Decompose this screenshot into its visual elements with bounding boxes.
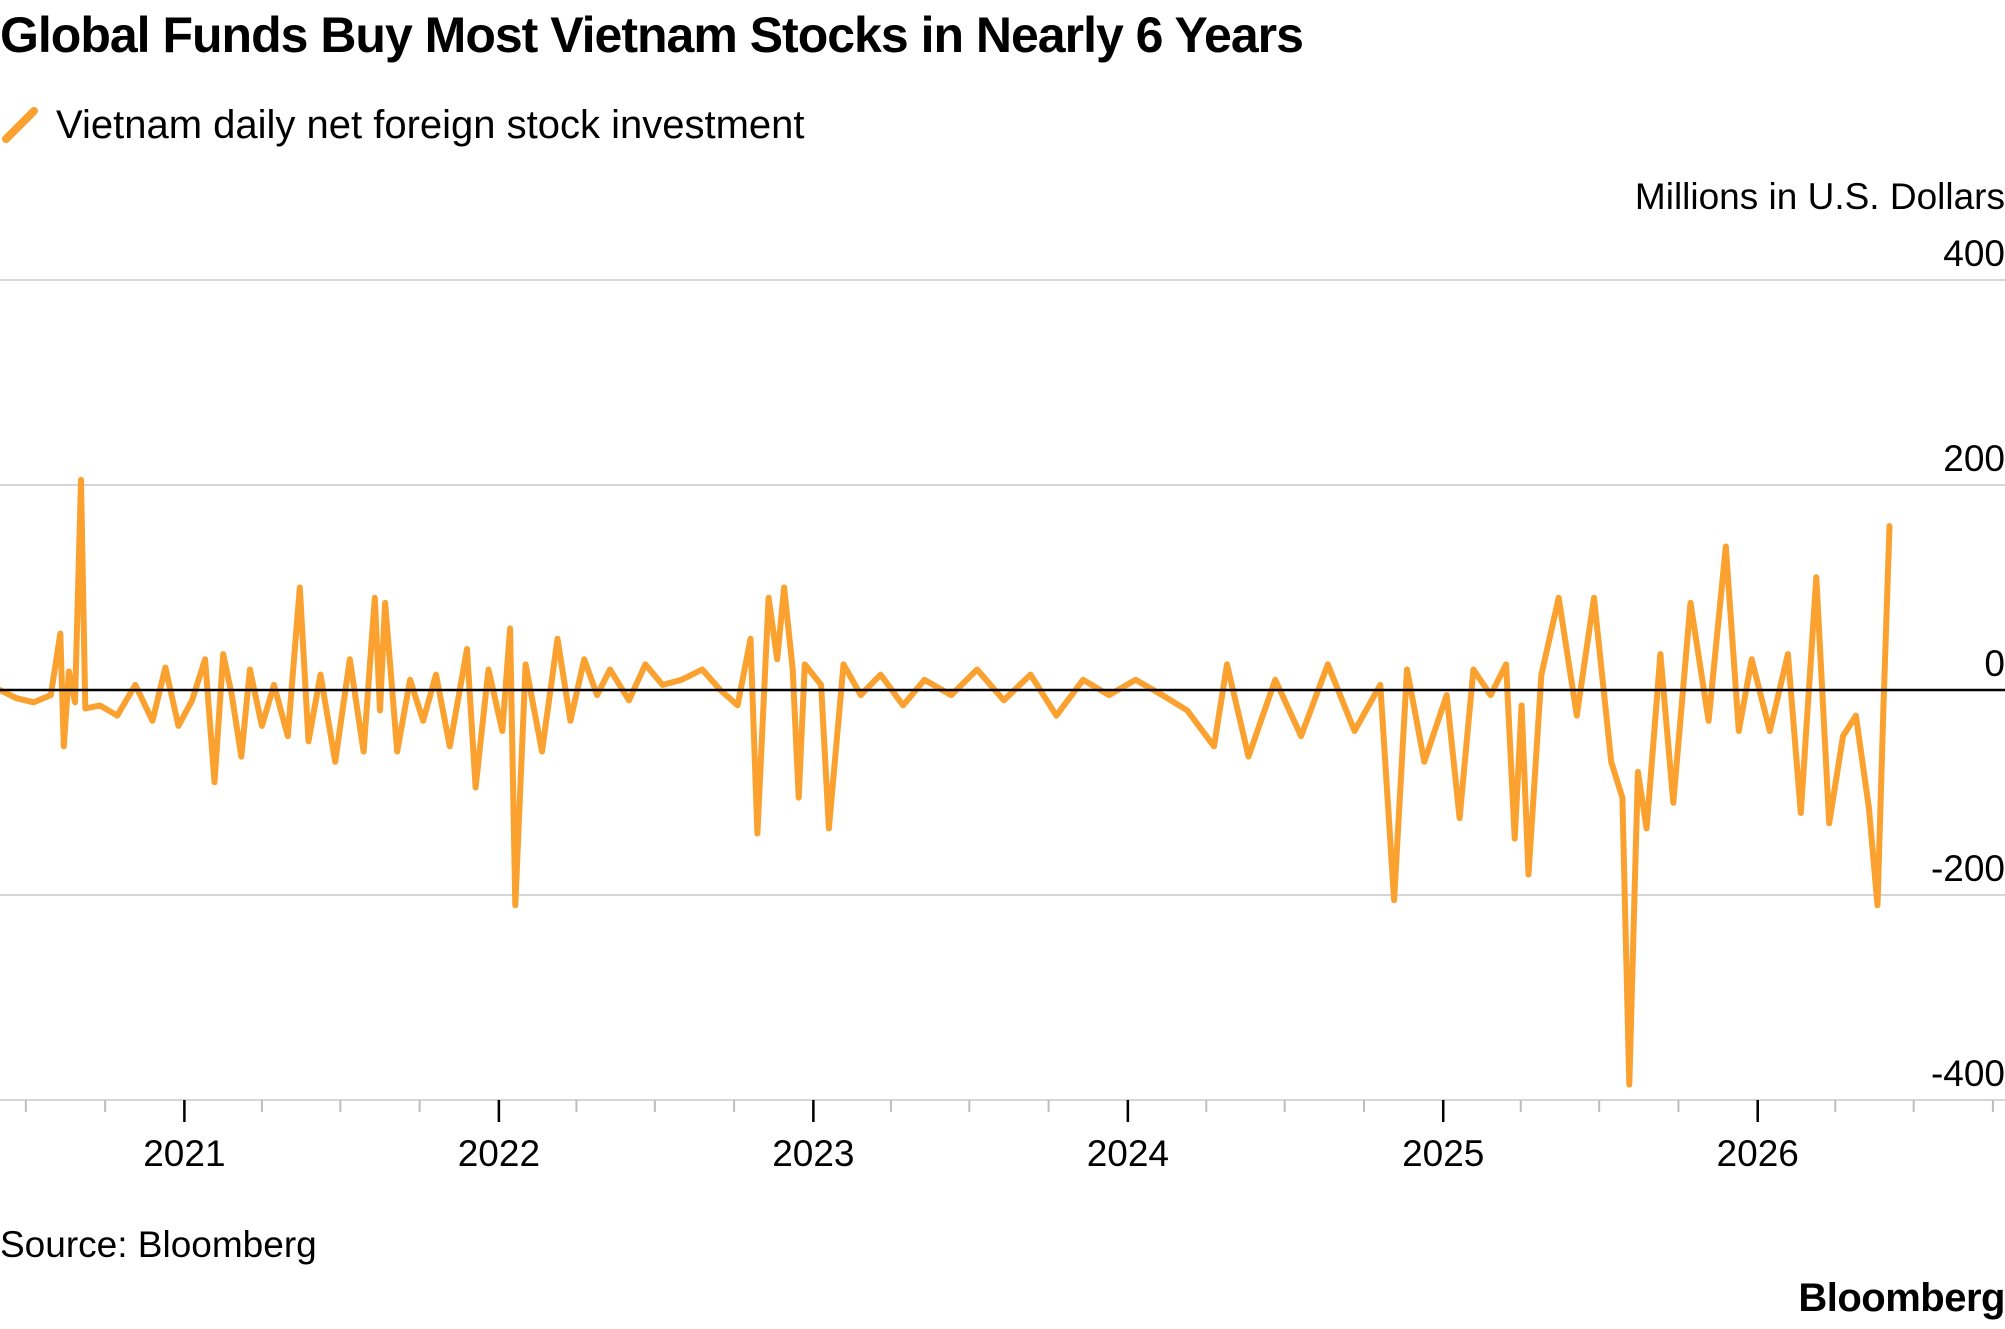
y-tick-label: 400 xyxy=(1943,233,2005,274)
y-axis-unit-label: Millions in U.S. Dollars xyxy=(1634,176,2005,217)
x-axis: 400 200 0 -200 -400 2021 2022 2023 2024 2025 2026 xyxy=(0,233,2005,1174)
grid-layer xyxy=(0,279,2005,1101)
x-tick-label: 2025 xyxy=(1402,1133,1484,1174)
series-layer xyxy=(0,476,1893,1088)
source-note: Source: Bloomberg xyxy=(0,1224,317,1265)
x-tick-label: 2022 xyxy=(458,1133,540,1174)
x-tick-label: 2023 xyxy=(772,1133,854,1174)
line-chart: 400 200 0 -200 -400 2021 2022 2023 2024 2025 2026 xyxy=(0,233,2005,1174)
y-tick-label: -200 xyxy=(1931,848,2005,889)
legend-label: Vietnam daily net foreign stock investme… xyxy=(56,102,805,147)
y-tick-label: -400 xyxy=(1931,1053,2005,1094)
series-line xyxy=(0,476,1893,1088)
x-tick-label: 2026 xyxy=(1717,1133,1799,1174)
y-tick-label: 200 xyxy=(1943,438,2005,479)
x-tick-label: 2021 xyxy=(143,1133,225,1174)
y-tick-label: 0 xyxy=(1984,643,2005,684)
chart-title: Global Funds Buy Most Vietnam Stocks in … xyxy=(0,7,1304,63)
x-tick-label: 2024 xyxy=(1087,1133,1169,1174)
brand-logo: Bloomberg xyxy=(1798,1276,2005,1320)
legend-swatch-icon xyxy=(2,107,38,143)
legend: Vietnam daily net foreign stock investme… xyxy=(0,100,805,150)
